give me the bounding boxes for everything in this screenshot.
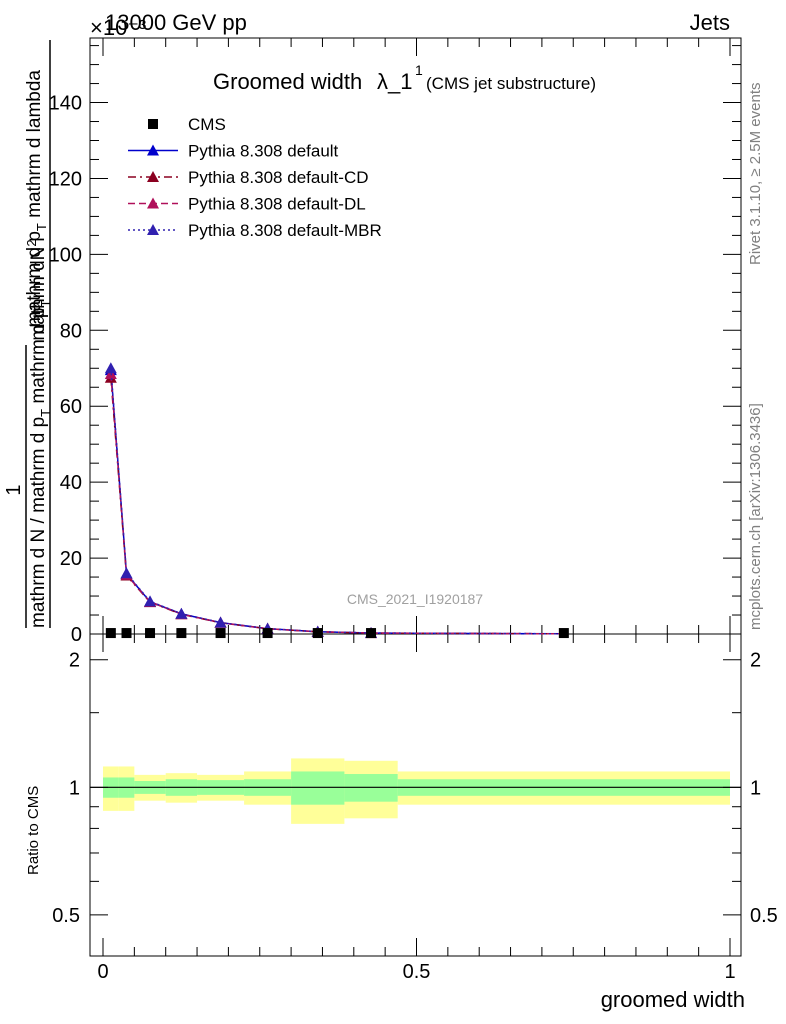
main-y-tick-label: 60 xyxy=(60,396,82,418)
ratio-y-axis-label: Ratio to CMS xyxy=(25,786,42,875)
ratio-y-tick-label-right: 1 xyxy=(750,777,761,799)
ratio-uncertainty-bands xyxy=(103,758,730,824)
main-y-tick-label: 20 xyxy=(60,548,82,570)
rivet-version-label: Rivet 3.1.10, ≥ 2.5M events xyxy=(747,83,764,266)
main-y-axis-label: mathrm dN2 mathrm d pT mathrm d lambda 1… xyxy=(3,40,53,628)
ratio-stat-band xyxy=(291,771,345,805)
series-point xyxy=(104,362,117,374)
ratio-y-tick-label: 2 xyxy=(69,650,80,672)
cms-data-point xyxy=(558,628,569,639)
y-label-prefix: 1 xyxy=(3,484,25,495)
cms-data-point xyxy=(312,628,323,639)
plot-title-main: Groomed width xyxy=(213,69,362,94)
svg-text:mathrm dN2: mathrm dN2 xyxy=(24,239,49,340)
svg-text:mathrm d N / mathrm d pT mathr: mathrm d N / mathrm d pT mathrm d pT xyxy=(28,300,53,629)
series-point xyxy=(144,595,157,607)
y-label-prefix-rest: mathrm d p xyxy=(28,308,49,409)
main-y-tick-label: 0 xyxy=(71,624,82,646)
series-layer xyxy=(104,362,564,639)
energy-label: 13000 GeV pp xyxy=(105,10,247,35)
y-label-denominator-sub: T xyxy=(34,223,49,231)
legend-marker xyxy=(147,171,159,182)
x-tick-label: 0 xyxy=(97,961,108,983)
cms-data-point xyxy=(105,628,116,639)
y-label-prefix-sub: T xyxy=(38,409,53,417)
legend-marker xyxy=(148,119,158,129)
legend-marker xyxy=(147,197,159,209)
cms-data-point xyxy=(215,628,226,639)
series-line xyxy=(110,368,564,635)
cms-data-point xyxy=(145,628,156,639)
y-label-prefix-sub2: T xyxy=(38,300,53,308)
plot-title-lambda: λ_1 xyxy=(377,69,412,94)
series-point xyxy=(214,616,227,628)
y-label-numerator: mathrm dN xyxy=(28,247,49,341)
main-y-tick-label: 40 xyxy=(60,472,82,494)
legend-label: Pythia 8.308 default-DL xyxy=(188,195,366,214)
plot-title: Groomed width λ_1 1 (CMS jet substructur… xyxy=(213,62,596,94)
x-tick-label: 1 xyxy=(724,961,735,983)
legend-marker xyxy=(147,144,159,156)
main-axis-ticks: 0 20 40 60 80 100 120 140 xyxy=(49,45,741,646)
legend-marker xyxy=(147,224,159,235)
plot-title-subtitle: (CMS jet substructure) xyxy=(426,74,596,93)
cms-data-point xyxy=(176,628,187,639)
cms-data-point xyxy=(121,628,132,639)
series-line xyxy=(110,373,564,635)
mcplots-label: mcplots.cern.ch [arXiv:1306.3436] xyxy=(747,403,764,630)
ratio-plot-frame xyxy=(89,633,742,957)
series-point xyxy=(120,567,133,579)
x-axis-ticks: 0 0.5 1 xyxy=(97,38,736,983)
y-label-numerator-sup: 2 xyxy=(24,239,39,246)
legend-label: Pythia 8.308 default-MBR xyxy=(188,221,382,240)
legend-label: CMS xyxy=(188,115,226,134)
main-y-tick-label: 140 xyxy=(49,93,82,115)
exponent-label: ×10⁻³ xyxy=(90,15,146,40)
main-y-tick-label: 120 xyxy=(49,168,82,190)
ratio-y-tick-label: 1 xyxy=(69,777,80,799)
y-label-denominator: mathrm d p xyxy=(24,231,45,327)
ratio-y-tick-label-right: 0.5 xyxy=(750,905,778,927)
cms-data-points xyxy=(105,628,569,639)
legend-label: Pythia 8.308 default-CD xyxy=(188,168,369,187)
series-point xyxy=(175,607,188,619)
legend: CMS Pythia 8.308 default Pythia 8.308 defa… xyxy=(128,115,382,240)
main-y-tick-label: 100 xyxy=(49,244,82,266)
plot-title-superscript: 1 xyxy=(415,62,423,78)
ratio-y-tick-label: 0.5 xyxy=(52,905,80,927)
series-line xyxy=(110,377,564,635)
series-line xyxy=(110,370,564,635)
analysis-watermark: CMS_2021_I1920187 xyxy=(347,591,483,607)
cms-data-point xyxy=(366,628,377,639)
svg-text:mathrm d pT mathrm d lambda: mathrm d pT mathrm d lambda xyxy=(24,70,49,328)
x-tick-label: 0.5 xyxy=(403,961,431,983)
x-axis-label: groomed width xyxy=(601,987,745,1012)
cms-data-point xyxy=(262,628,273,639)
y-label-denominator-rest: mathrm d lambda xyxy=(24,70,45,224)
process-label: Jets xyxy=(690,10,730,35)
main-y-tick-label: 80 xyxy=(60,320,82,342)
legend-label: Pythia 8.308 default xyxy=(188,142,339,161)
ratio-y-tick-label-right: 2 xyxy=(750,650,761,672)
y-label-prefix-denominator: mathrm d N / mathrm d p xyxy=(28,417,49,628)
ratio-axis-ticks: 0.5 0.5 1 1 2 2 xyxy=(52,650,778,927)
